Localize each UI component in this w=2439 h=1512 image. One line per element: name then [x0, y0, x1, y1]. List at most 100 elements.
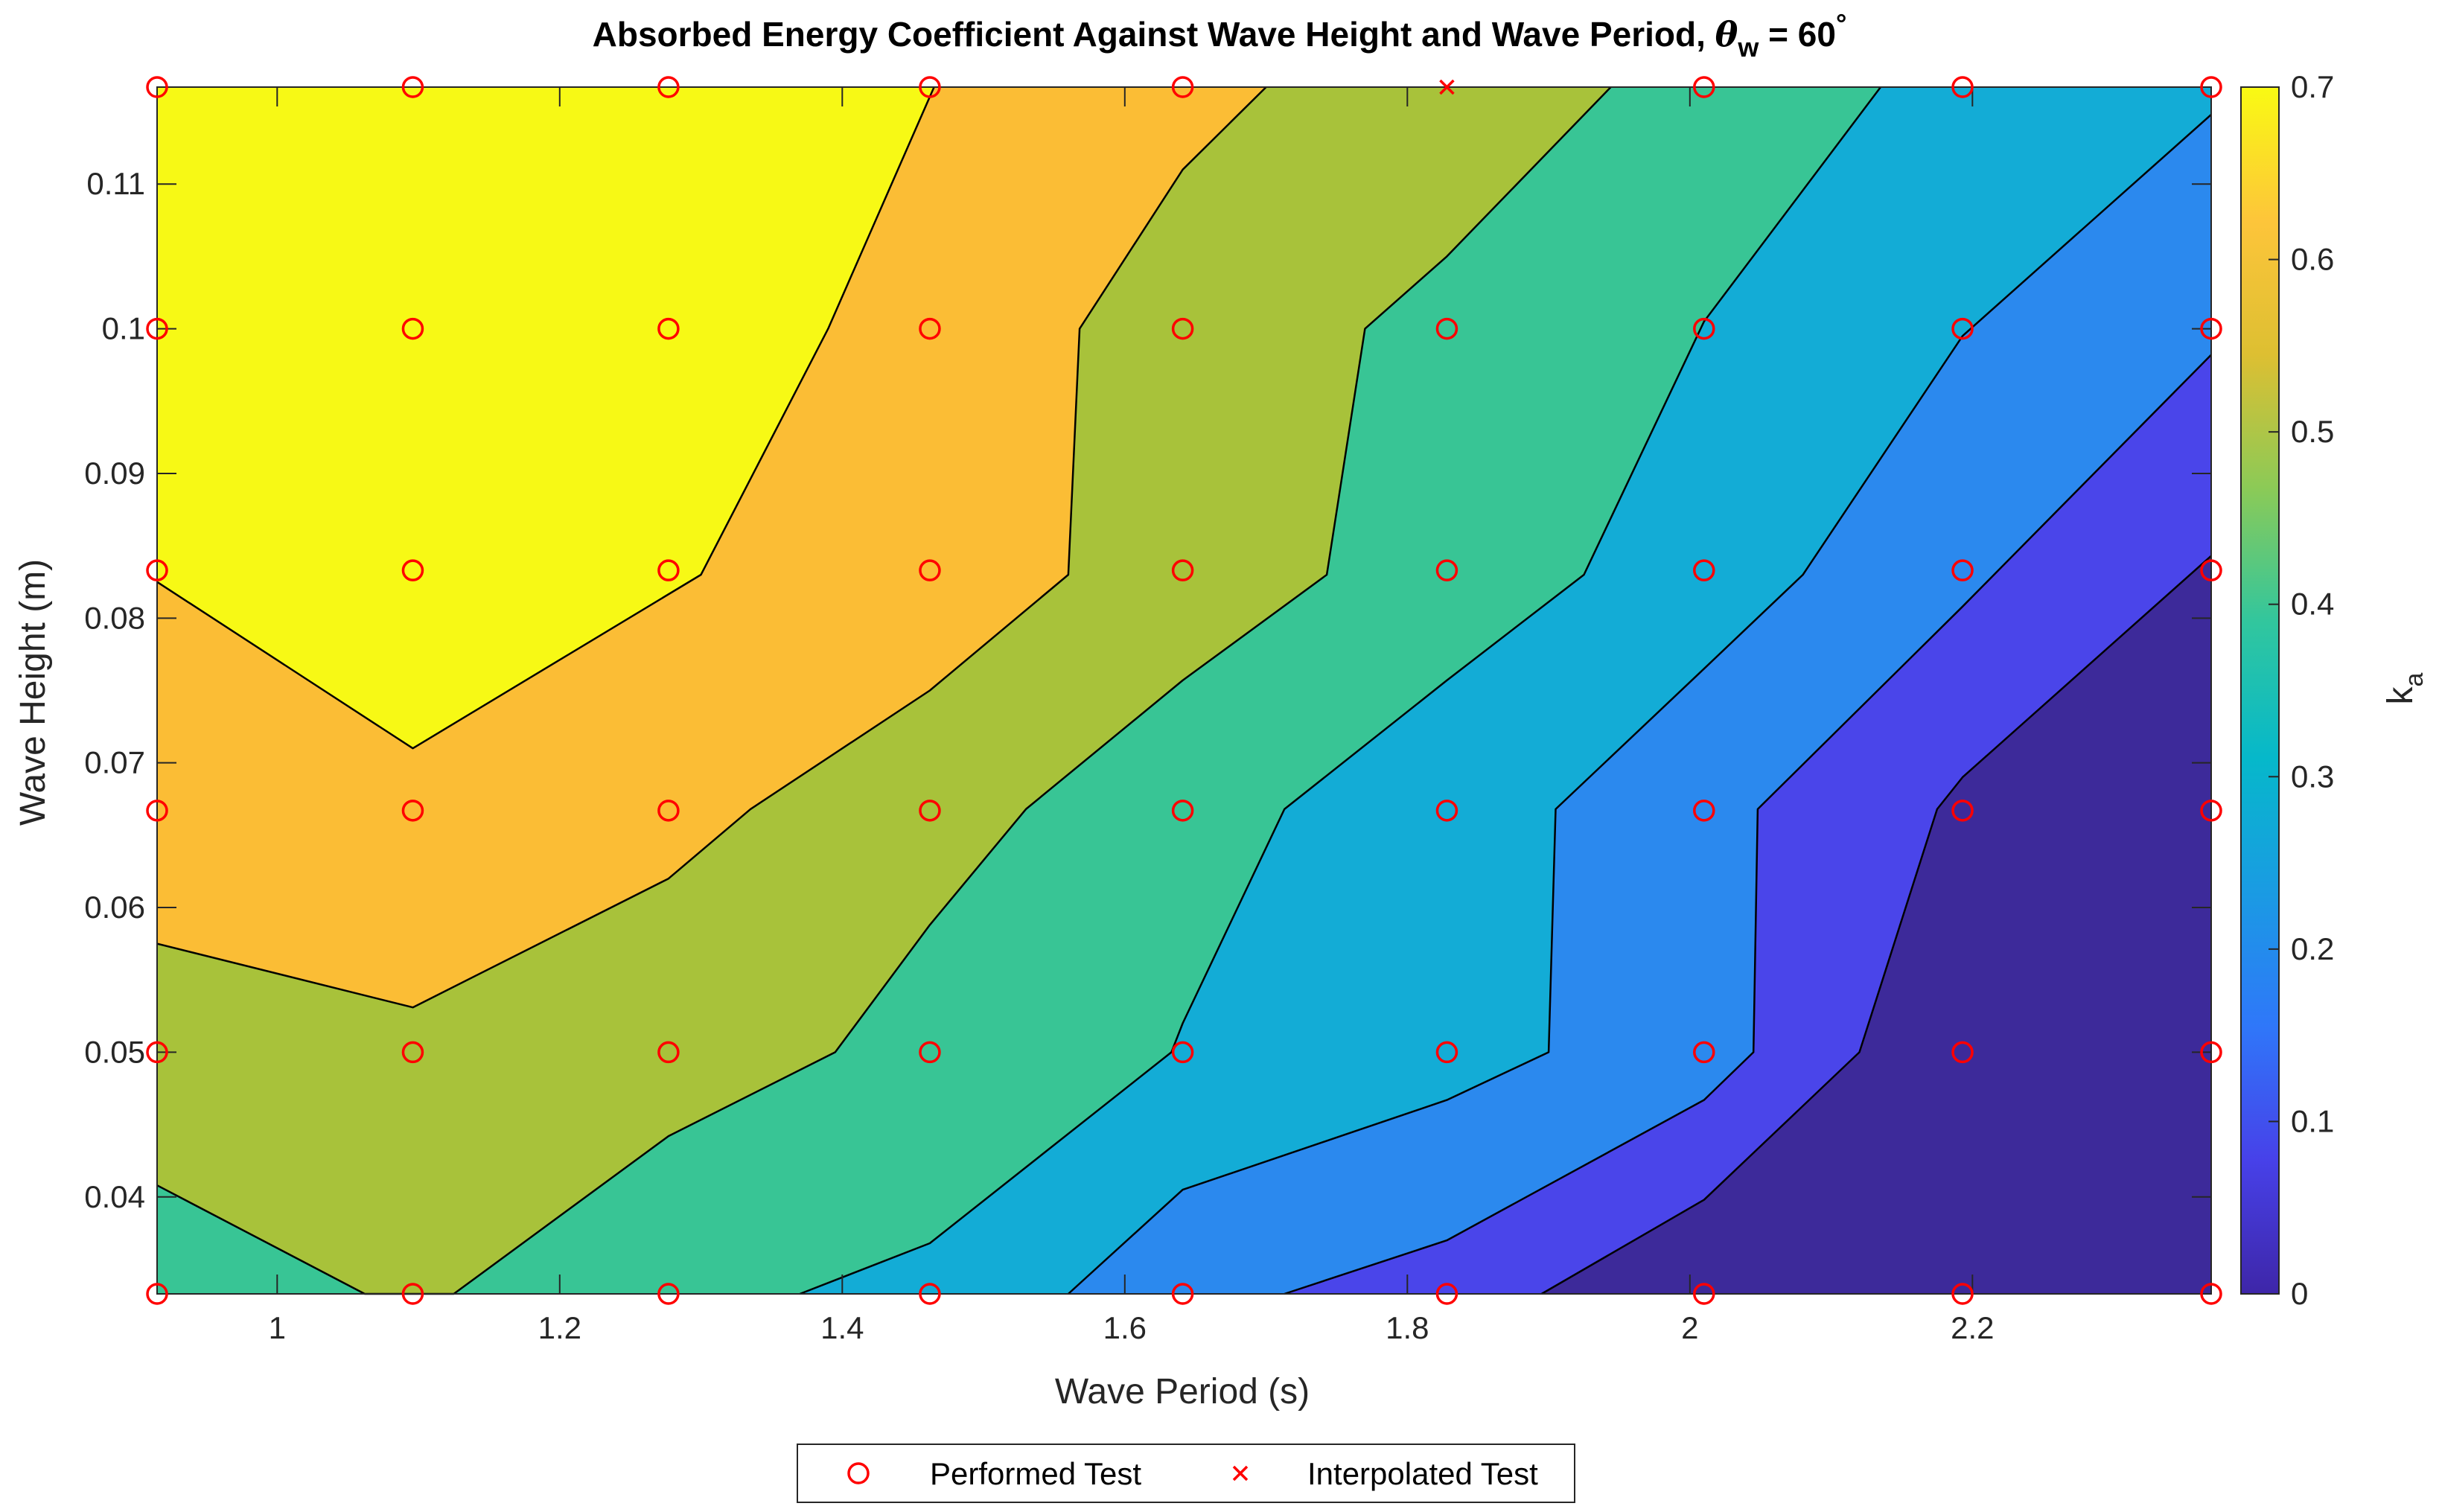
performed-test-marker [401, 559, 424, 581]
contour-line-4 [1068, 113, 2212, 1295]
colorbar-tick-label: 0.7 [2291, 69, 2334, 104]
y-axis-label: Wave Height (m) [13, 559, 53, 826]
performed-test-marker [2200, 1041, 2222, 1064]
x-tick-label: 1.6 [1103, 1310, 1147, 1345]
y-tick-label: 0.11 [86, 166, 145, 201]
performed-test-marker [401, 317, 424, 340]
x-tick-label: 1.4 [820, 1310, 864, 1345]
performed-test-marker [1951, 1283, 1974, 1305]
performed-test-marker [1435, 800, 1458, 822]
performed-test-marker [1171, 1041, 1194, 1064]
performed-test-marker [401, 800, 424, 822]
y-tick-label: 0.08 [84, 600, 145, 635]
colorbar-label: ka [2381, 672, 2429, 704]
y-tick-label: 0.05 [84, 1034, 145, 1069]
contour-line-6 [1540, 555, 2212, 1295]
legend-marker-interpolated [1232, 1465, 1249, 1481]
title-theta: θ [1715, 14, 1738, 54]
performed-test-marker [1171, 76, 1194, 98]
performed-test-marker [2200, 317, 2222, 340]
performed-test-marker [146, 317, 168, 340]
y-tick-label: 0.06 [84, 890, 145, 925]
colorbar-label-main: k [2381, 686, 2420, 704]
contour-line-1 [156, 86, 1267, 1009]
interpolated-test-marker [1439, 79, 1455, 95]
colorbar-gradient [2240, 86, 2280, 1295]
performed-test-marker [1435, 317, 1458, 340]
colorbar-label-subscript: a [2400, 672, 2429, 686]
performed-test-marker [146, 76, 168, 98]
x-tick-label: 2.2 [1951, 1310, 1994, 1345]
performed-test-marker [919, 800, 941, 822]
performed-test-marker [657, 76, 680, 98]
legend-label-interpolated: Interpolated Test [1307, 1456, 1538, 1491]
colorbar-tick-label: 0.4 [2291, 587, 2334, 622]
performed-test-marker [2200, 76, 2222, 98]
legend-label-performed: Performed Test [930, 1456, 1141, 1491]
contour-line-layer [156, 86, 2212, 1295]
title-main: Absorbed Energy Coefficient Against Wave… [593, 15, 1715, 54]
legend-box [797, 1444, 1575, 1503]
performed-test-marker [919, 1041, 941, 1064]
colorbar-tick-label: 0.1 [2291, 1103, 2334, 1138]
performed-test-marker [1435, 559, 1458, 581]
performed-test-marker [2200, 1283, 2222, 1305]
performed-test-marker [2200, 559, 2222, 581]
legend: Performed Test Interpolated Test [797, 1444, 1575, 1503]
performed-test-marker [146, 1041, 168, 1064]
performed-test-marker [1693, 559, 1715, 581]
colorbar-tick-label: 0.6 [2291, 242, 2334, 277]
x-axis-ticks: 1 1.2 1.4 1.6 1.8 2 2.2 [269, 87, 1995, 1345]
x-tick-label: 1.8 [1386, 1310, 1429, 1345]
performed-test-marker [401, 76, 424, 98]
performed-test-marker [146, 1283, 168, 1305]
y-tick-label: 0.09 [84, 456, 145, 491]
contour-line-5 [1284, 354, 2212, 1295]
colorbar-tick-label: 0.5 [2291, 414, 2334, 449]
performed-test-marker [1951, 800, 1974, 822]
y-tick-label: 0.07 [84, 745, 145, 780]
performed-test-marker [657, 317, 680, 340]
performed-test-marker [1435, 1283, 1458, 1305]
x-tick-label: 1.2 [538, 1310, 581, 1345]
performed-test-marker [1951, 559, 1974, 581]
title-theta-subscript: w [1737, 32, 1759, 63]
performed-test-marker [1951, 76, 1974, 98]
title-degree: ° [1836, 8, 1846, 39]
performed-test-marker [1951, 1041, 1974, 1064]
performed-test-marker [1171, 1283, 1194, 1305]
performed-test-marker [657, 800, 680, 822]
performed-test-marker [1171, 800, 1194, 822]
performed-test-marker [1435, 1041, 1458, 1064]
performed-test-marker [1951, 317, 1974, 340]
performed-test-marker [1693, 317, 1715, 340]
performed-test-marker [146, 559, 168, 581]
performed-test-marker [919, 559, 941, 581]
x-axis-label: Wave Period (s) [1055, 1372, 1310, 1411]
contour-fill-layer [157, 87, 2211, 1294]
x-tick-label: 1 [269, 1310, 286, 1345]
chart-title: Absorbed Energy Coefficient Against Wave… [593, 8, 1847, 63]
performed-test-marker [2200, 800, 2222, 822]
performed-test-marker [401, 1041, 424, 1064]
performed-test-marker [657, 1283, 680, 1305]
performed-test-marker [919, 1283, 941, 1305]
test-markers-layer [146, 76, 2222, 1305]
axes-frame [156, 86, 2212, 1295]
x-tick-label: 2 [1681, 1310, 1698, 1345]
performed-test-marker [401, 1283, 424, 1305]
contour-line-3 [799, 86, 1881, 1295]
performed-test-marker [1693, 800, 1715, 822]
contour-band-7 [157, 87, 934, 749]
performed-test-marker [657, 1041, 680, 1064]
legend-marker-performed [847, 1462, 870, 1484]
performed-test-marker [146, 800, 168, 822]
colorbar: 0 0.1 0.2 0.3 0.4 0.5 0.6 0.7 [2240, 69, 2334, 1311]
performed-test-marker [1693, 1283, 1715, 1305]
colorbar-tick-label: 0 [2291, 1276, 2308, 1311]
performed-test-marker [657, 559, 680, 581]
colorbar-tick-label: 0.3 [2291, 759, 2334, 794]
performed-test-marker [1171, 559, 1194, 581]
y-tick-label: 0.04 [84, 1179, 145, 1214]
